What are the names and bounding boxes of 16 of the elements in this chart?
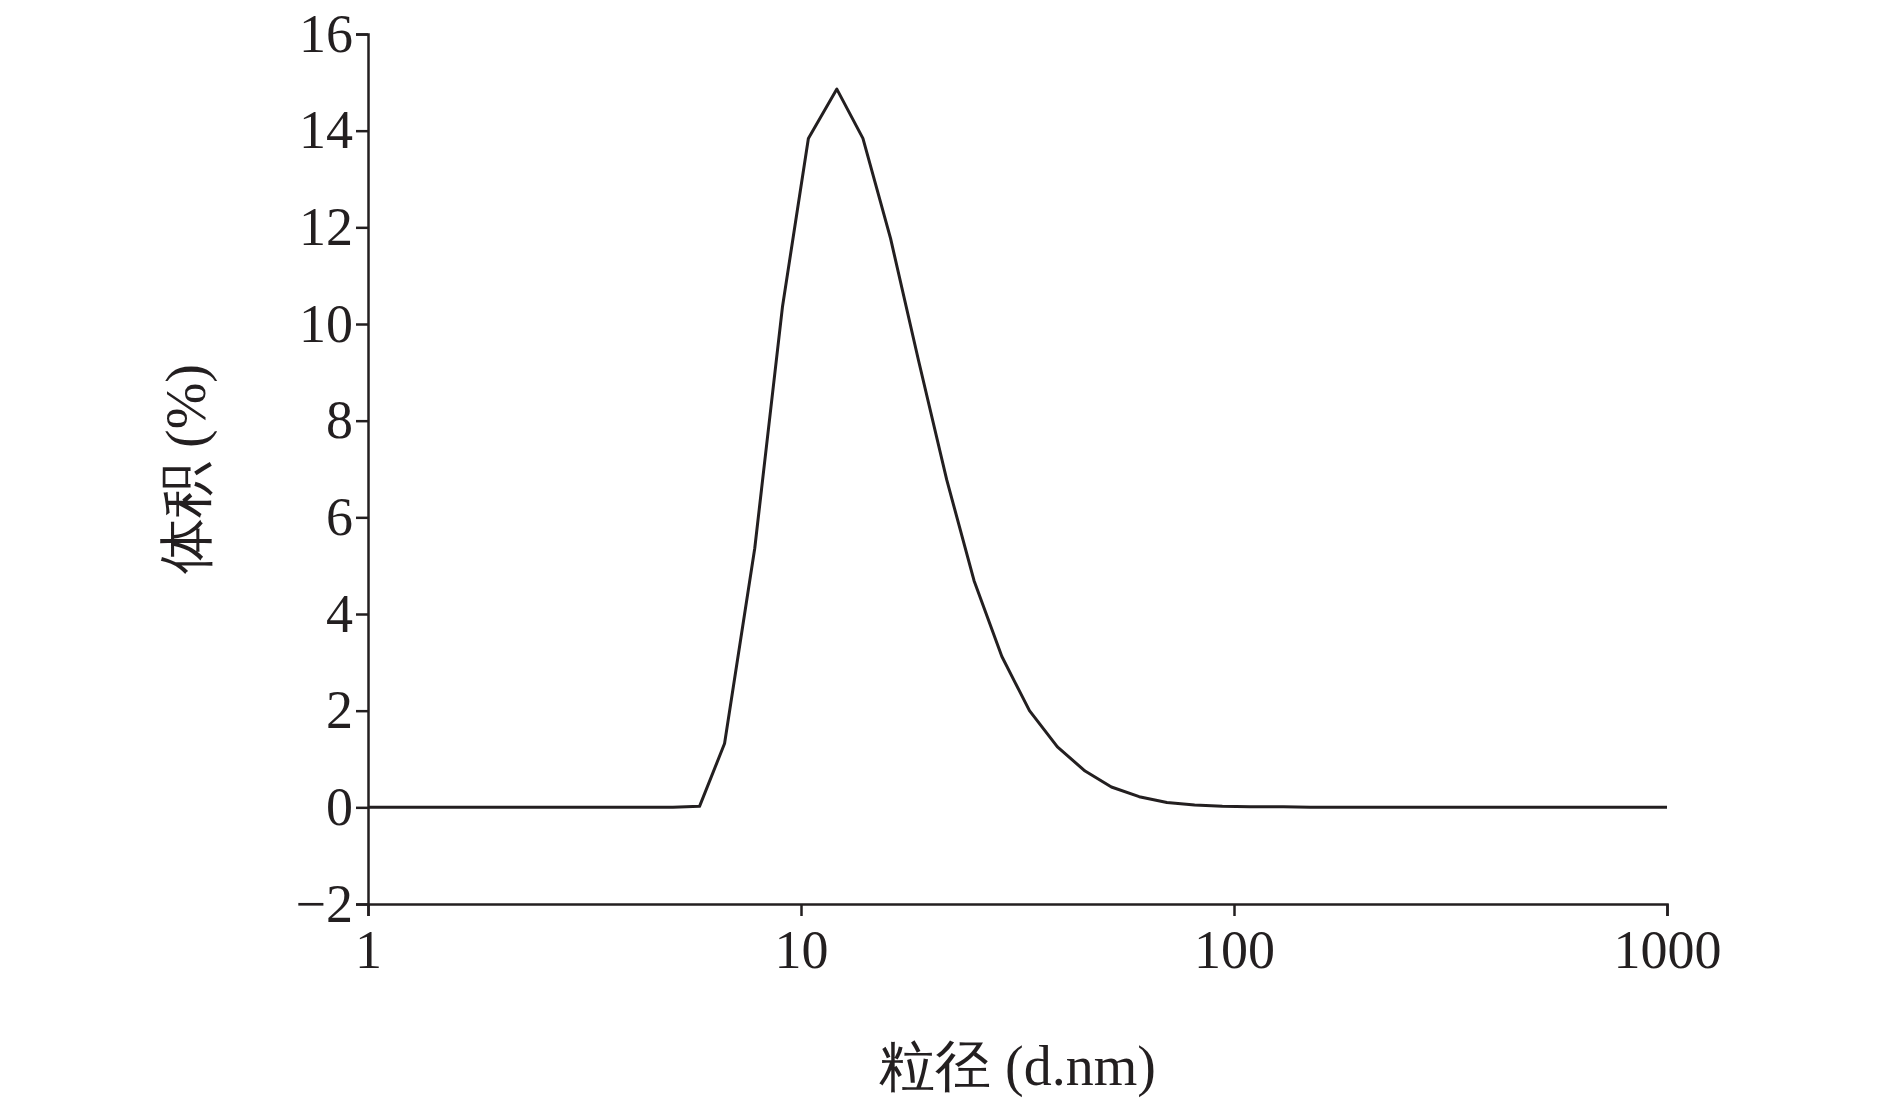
y-tick-label: −2 [295,873,353,934]
y-tick-label: 12 [299,197,353,258]
y-axis-title: 体积 (%) [155,364,218,574]
y-tick-label: 8 [326,390,353,451]
x-axis-title: 粒径 (d.nm) [879,1035,1156,1098]
y-tick-label: 4 [326,583,353,644]
y-tick-label: 6 [326,487,353,548]
x-tick-label: 10 [774,919,829,980]
y-tick-label: 10 [299,293,353,354]
y-tick-label: 2 [326,680,353,741]
x-tick-label: 1 [355,919,382,980]
x-tick-label: 100 [1194,919,1275,980]
y-tick-label: 0 [326,777,353,838]
y-tick-label: 16 [299,3,353,64]
x-tick-label: 1000 [1613,919,1722,980]
y-tick-label: 14 [299,100,353,161]
